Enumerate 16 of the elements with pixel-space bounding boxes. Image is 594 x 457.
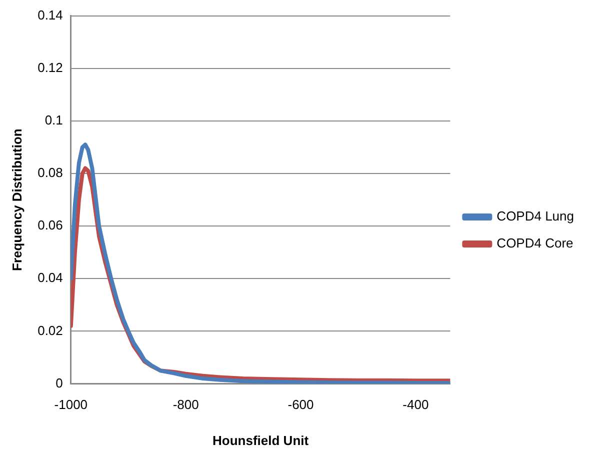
y-tick-label: 0.12 bbox=[38, 60, 63, 75]
y-tick-label: 0 bbox=[56, 375, 63, 390]
x-tick-label: -600 bbox=[288, 397, 314, 412]
x-tick-label: -800 bbox=[172, 397, 199, 412]
x-tick-label: -400 bbox=[402, 397, 429, 412]
x-axis-title: Hounsfield Unit bbox=[212, 432, 310, 448]
y-tick-label: 0.04 bbox=[38, 270, 63, 286]
y-tick-label: 0.06 bbox=[38, 218, 63, 233]
legend-label: COPD4 Core bbox=[496, 236, 574, 251]
y-axis-title: Frequency Distribution bbox=[9, 128, 24, 271]
y-tick-label: 0.1 bbox=[44, 112, 63, 128]
y-tick-label: 0.02 bbox=[38, 322, 63, 338]
y-tick-label: 0.08 bbox=[38, 165, 63, 180]
legend-label: COPD4 Lung bbox=[496, 208, 574, 224]
y-tick-label: 0.14 bbox=[38, 7, 63, 22]
x-tick-label: -1000 bbox=[54, 397, 88, 412]
